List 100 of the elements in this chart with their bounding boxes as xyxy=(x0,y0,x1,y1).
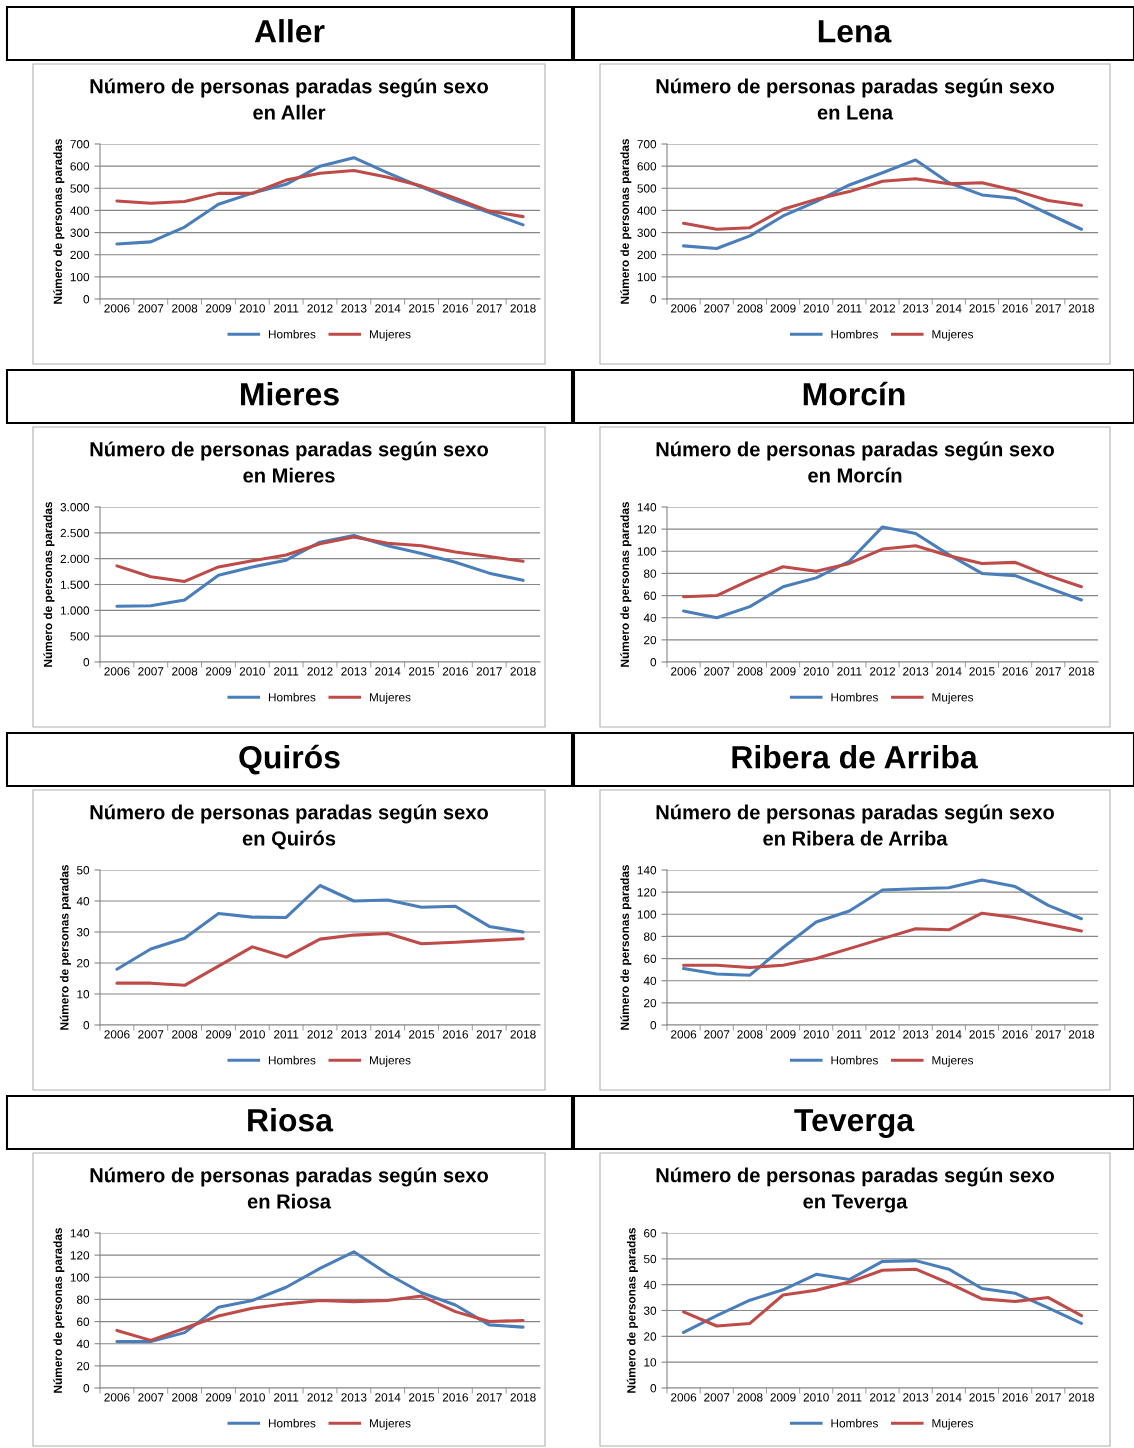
x-tick-label: 2007 xyxy=(704,667,730,676)
line-series xyxy=(115,932,525,987)
x-tick-label: 2008 xyxy=(737,667,763,676)
x-tick-label: 2015 xyxy=(969,667,995,676)
y-tick-label: 20 xyxy=(644,998,657,1008)
y-tick-label: 200 xyxy=(70,250,90,260)
x-tick-label: 2017 xyxy=(1035,1030,1061,1039)
x-tick-label: 2017 xyxy=(1035,667,1061,676)
line-series xyxy=(115,883,525,971)
y-axis-title: Número de personas paradas xyxy=(620,138,632,304)
x-tick-label: 2016 xyxy=(1002,1030,1028,1039)
y-tick-label: 60 xyxy=(644,954,657,963)
y-tick-label: 1.500 xyxy=(60,580,90,589)
x-tick-label: 2011 xyxy=(837,304,862,313)
x-tick-label: 2007 xyxy=(138,1393,164,1402)
x-tick-label: 2018 xyxy=(510,667,536,676)
y-tick-label: 0 xyxy=(83,1021,90,1030)
x-tick-label: 2009 xyxy=(770,1030,796,1039)
y-axis-title: Número de personas paradas xyxy=(59,864,71,1030)
x-tick-label: 2016 xyxy=(442,1393,468,1402)
y-tick-label: 60 xyxy=(77,1317,90,1326)
x-tick-label: 2009 xyxy=(205,667,232,676)
y-axis-title: Número de personas paradas xyxy=(620,501,632,667)
y-tick-label: 0 xyxy=(83,658,90,667)
text: Ribera de Arriba xyxy=(732,745,978,769)
x-tick-label: 2015 xyxy=(969,1030,995,1039)
x-tick-label: 2006 xyxy=(104,1393,130,1402)
x-tick-label: 2017 xyxy=(476,667,502,676)
legend-label: Hombres xyxy=(268,329,316,339)
x-tick-label: 2008 xyxy=(172,304,198,313)
x-tick-label: 2011 xyxy=(274,667,299,676)
y-tick-label: 20 xyxy=(77,959,90,968)
x-tick-label: 2006 xyxy=(671,667,697,676)
x-tick-label: 2006 xyxy=(671,1393,697,1402)
x-tick-label: 2013 xyxy=(903,1030,929,1039)
y-tick-label: 80 xyxy=(76,1295,90,1304)
x-tick-label: 2008 xyxy=(172,1030,198,1039)
x-tick-label: 2009 xyxy=(205,1393,232,1402)
x-tick-label: 2014 xyxy=(375,304,401,313)
text: Quirós xyxy=(239,744,340,775)
legend-label: Hombres xyxy=(268,1418,316,1428)
y-tick-label: 500 xyxy=(70,632,90,641)
y-tick-label: 100 xyxy=(70,272,90,282)
y-tick-label: 200 xyxy=(637,250,657,260)
x-tick-label: 2007 xyxy=(138,304,164,313)
y-tick-label: 50 xyxy=(76,866,90,875)
y-tick-label: 40 xyxy=(643,1280,657,1290)
chart-title: Número de personas paradas según sexo en Ribera de Arriba xyxy=(656,804,1055,846)
y-tick-label: 120 xyxy=(637,888,657,897)
x-tick-label: 2018 xyxy=(510,1393,536,1402)
x-tick-label: 2018 xyxy=(1068,1030,1095,1039)
y-tick-label: 40 xyxy=(643,976,657,986)
x-tick-label: 2012 xyxy=(869,1393,896,1402)
x-tick-label: 2013 xyxy=(341,667,367,676)
x-tick-label: 2007 xyxy=(138,1030,164,1039)
y-tick-label: 500 xyxy=(70,184,90,193)
x-tick-label: 2013 xyxy=(903,1393,929,1402)
x-tick-label: 2011 xyxy=(274,1030,299,1039)
text: Mieres xyxy=(241,382,339,406)
y-tick-label: 100 xyxy=(637,272,657,282)
x-tick-label: 2008 xyxy=(737,304,763,313)
legend-label: Hombres xyxy=(268,1055,316,1065)
chart-title: Número de personas paradas según sexo en Aller xyxy=(90,78,489,120)
x-tick-label: 2014 xyxy=(375,1393,401,1402)
y-tick-label: 1.000 xyxy=(60,606,90,615)
x-tick-label: 2011 xyxy=(274,304,299,313)
line-series xyxy=(682,177,1083,231)
text: Morcín xyxy=(803,381,905,406)
chart-title: Número de personas paradas según sexo en Morcín xyxy=(656,441,1055,483)
x-tick-label: 2007 xyxy=(704,304,730,313)
line-series xyxy=(682,911,1083,969)
y-axis-title: Número de personas paradas xyxy=(43,501,55,667)
x-tick-label: 2014 xyxy=(375,1030,401,1039)
chart-title: Número de personas paradas según sexo en Riosa xyxy=(90,1167,489,1209)
x-tick-label: 2011 xyxy=(837,1030,862,1039)
y-tick-label: 60 xyxy=(644,591,657,600)
y-tick-label: 100 xyxy=(70,1273,90,1282)
line-series xyxy=(115,535,525,583)
text: Riosa xyxy=(248,1108,334,1132)
x-tick-label: 2010 xyxy=(239,304,265,313)
x-tick-label: 2018 xyxy=(1068,667,1095,676)
y-tick-label: 40 xyxy=(76,1339,90,1349)
y-tick-label: 0 xyxy=(650,658,657,667)
y-tick-label: 400 xyxy=(70,206,90,215)
x-tick-label: 2013 xyxy=(341,1030,367,1039)
y-tick-label: 2.000 xyxy=(60,554,90,564)
x-tick-label: 2015 xyxy=(409,1030,435,1039)
x-tick-label: 2018 xyxy=(510,1030,536,1039)
x-tick-label: 2014 xyxy=(936,1030,962,1039)
x-tick-label: 2012 xyxy=(869,1030,896,1039)
x-tick-label: 2008 xyxy=(737,1030,763,1039)
text: Teverga xyxy=(794,1109,915,1138)
y-tick-label: 0 xyxy=(83,1384,90,1393)
legend-label: Mujeres xyxy=(369,1055,411,1067)
x-tick-label: 2015 xyxy=(409,304,435,313)
x-tick-label: 2012 xyxy=(307,1393,333,1402)
y-tick-label: 140 xyxy=(637,503,657,512)
legend-label: Mujeres xyxy=(932,1055,974,1067)
x-tick-label: 2010 xyxy=(803,667,829,676)
chart-title: Número de personas paradas según sexo en Mieres xyxy=(90,441,489,483)
